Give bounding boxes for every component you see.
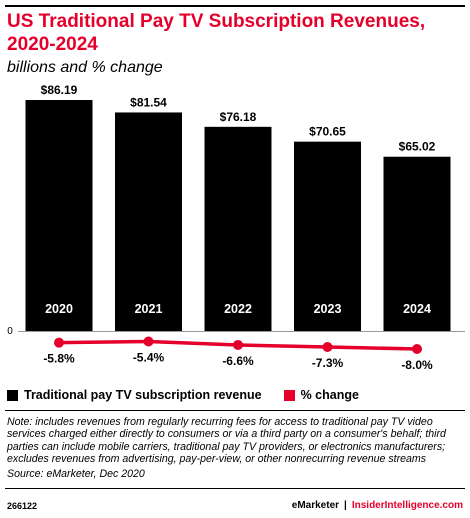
percent-change-label-2024: -8.0% xyxy=(401,358,433,372)
bar-2022 xyxy=(204,126,272,331)
bar-value-label-2022: $76.18 xyxy=(220,110,257,124)
chart-note: Note: includes revenues from regularly r… xyxy=(7,416,446,466)
chart-source: Source: eMarketer, Dec 2020 xyxy=(7,468,145,480)
bar-2020 xyxy=(25,100,93,331)
category-label-2023: 2023 xyxy=(314,302,342,316)
bar-value-label-2021: $81.54 xyxy=(130,95,167,109)
chart-subtitle: billions and % change xyxy=(7,59,163,76)
bar-2021 xyxy=(115,112,182,331)
legend-swatch-revenue xyxy=(7,389,18,401)
brand-separator: | xyxy=(344,500,347,511)
category-label-2024: 2024 xyxy=(403,302,431,316)
legend-item-change: % change xyxy=(283,388,359,402)
percent-change-point-2022 xyxy=(233,339,243,350)
percent-change-label-2023: -7.3% xyxy=(312,356,344,370)
bar-value-label-2023: $70.65 xyxy=(309,125,346,139)
legend-swatch-change xyxy=(283,389,295,401)
legend: Traditional pay TV subscription revenue … xyxy=(7,388,381,402)
percent-change-point-2021 xyxy=(143,336,154,347)
legend-label-change: % change xyxy=(300,388,359,402)
bar-value-label-2020: $86.19 xyxy=(41,83,78,97)
brand-insider-intelligence: InsiderIntelligence.com xyxy=(351,500,463,511)
category-label-2022: 2022 xyxy=(224,302,252,316)
note-divider xyxy=(5,410,465,411)
bar-value-label-2024: $65.02 xyxy=(399,140,436,154)
percent-change-label-2021: -5.4% xyxy=(133,351,165,365)
category-label-2021: 2021 xyxy=(135,302,163,316)
percent-change-point-2023 xyxy=(322,341,333,352)
percent-change-label-2022: -6.6% xyxy=(222,354,254,368)
y-axis-zero-label: 0 xyxy=(7,326,13,337)
chart-id: 266122 xyxy=(7,501,38,511)
chart-title: US Traditional Pay TV Subscription Reven… xyxy=(7,11,426,55)
chart-area: 0 $86.19 2020 $81.54 2021 $76.18 2022 $70.65 202… xyxy=(7,83,465,372)
bar-2023 xyxy=(294,141,361,331)
brand-emarketer: eMarketer xyxy=(291,500,340,511)
percent-change-point-2024 xyxy=(412,344,422,354)
footer-brand: eMarketer | InsiderIntelligence.com xyxy=(292,500,463,511)
legend-label-revenue: Traditional pay TV subscription revenue xyxy=(24,388,262,402)
footer-divider xyxy=(5,488,465,489)
legend-item-revenue: Traditional pay TV subscription revenue xyxy=(7,388,262,402)
top-rule xyxy=(5,5,465,7)
percent-change-label-2020: -5.8% xyxy=(43,352,75,366)
bar-2024 xyxy=(383,156,451,331)
category-label-2020: 2020 xyxy=(45,302,73,316)
percent-change-point-2020 xyxy=(54,337,64,348)
